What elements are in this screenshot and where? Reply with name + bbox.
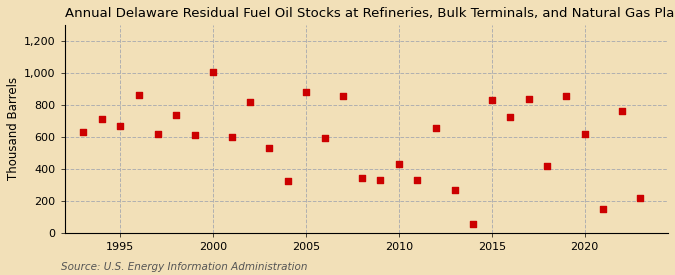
Point: [300, 90, 311, 94]
Y-axis label: Thousand Barrels: Thousand Barrels: [7, 77, 20, 180]
Point: [431, 126, 441, 130]
Point: [338, 94, 348, 98]
Text: Annual Delaware Residual Fuel Oil Stocks at Refineries, Bulk Terminals, and Natu: Annual Delaware Residual Fuel Oil Stocks…: [65, 7, 675, 20]
Point: [282, 178, 293, 183]
Point: [486, 98, 497, 102]
Point: [412, 178, 423, 182]
Point: [189, 133, 200, 138]
Point: [78, 130, 88, 134]
Point: [171, 112, 182, 117]
Point: [115, 123, 126, 128]
Point: [449, 188, 460, 192]
Point: [579, 132, 590, 137]
Point: [208, 69, 219, 74]
Point: [356, 176, 367, 180]
Point: [375, 178, 385, 182]
Point: [319, 136, 330, 140]
Point: [394, 162, 404, 166]
Point: [560, 94, 571, 98]
Point: [468, 222, 479, 226]
Point: [134, 93, 144, 98]
Text: Source: U.S. Energy Information Administration: Source: U.S. Energy Information Administ…: [61, 262, 307, 272]
Point: [97, 117, 107, 122]
Point: [634, 196, 645, 200]
Point: [245, 100, 256, 104]
Point: [152, 131, 163, 136]
Point: [523, 97, 534, 101]
Point: [597, 207, 608, 211]
Point: [263, 146, 274, 150]
Point: [542, 164, 553, 169]
Point: [226, 135, 237, 139]
Point: [616, 109, 627, 114]
Point: [505, 115, 516, 119]
